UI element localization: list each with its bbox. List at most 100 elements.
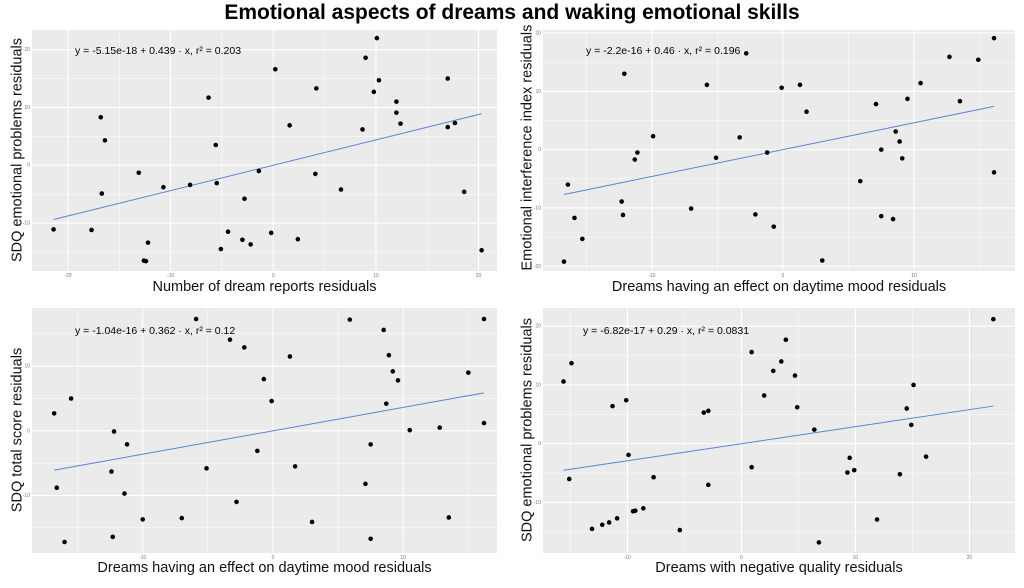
y-tick-label: -10	[23, 221, 30, 227]
data-point	[398, 121, 403, 126]
regression-line	[563, 105, 995, 195]
data-point	[368, 442, 373, 447]
data-point	[213, 142, 219, 148]
data-point	[481, 420, 487, 426]
x-tick-label: 0	[782, 273, 785, 279]
data-point	[878, 147, 884, 152]
data-point	[68, 396, 74, 401]
data-point	[394, 99, 399, 104]
regression-equation: y = -5.15e-18 + 0.439 · x, r² = 0.203	[75, 45, 242, 57]
data-point	[704, 82, 710, 88]
data-point	[677, 527, 683, 533]
y-axis-label: Emotional interference index residuals	[519, 24, 535, 270]
data-point	[873, 101, 879, 107]
y-tick-label: -10	[534, 500, 541, 506]
x-tick-label: 10	[373, 273, 379, 279]
data-point	[761, 393, 767, 398]
data-point	[193, 316, 199, 322]
data-point	[819, 258, 825, 263]
data-point	[218, 246, 224, 252]
data-point	[295, 236, 301, 242]
data-point	[890, 216, 896, 222]
x-tick-label: 20	[967, 555, 973, 561]
plot-area: -10 0 10 -20 -10 0 10 20	[534, 30, 1015, 279]
data-point	[143, 258, 149, 264]
data-point	[633, 508, 638, 513]
data-point	[626, 452, 631, 458]
data-point	[923, 454, 929, 459]
data-point	[905, 96, 910, 102]
data-point	[445, 76, 451, 81]
data-point	[161, 184, 166, 190]
data-point	[145, 240, 151, 245]
data-point	[606, 520, 612, 525]
data-point	[918, 80, 923, 86]
x-axis-label: Dreams having an effect on daytime mood …	[97, 560, 432, 576]
plot-background	[543, 308, 1015, 553]
figure-title: Emotional aspects of dreams and waking e…	[224, 1, 800, 24]
data-point	[897, 139, 902, 144]
y-axis-label: SDQ emotional problems residuals	[9, 37, 25, 262]
data-point	[561, 259, 567, 264]
x-tick-label: -20	[64, 273, 71, 279]
data-point	[991, 170, 997, 175]
y-tick-label: -10	[534, 205, 541, 211]
data-point	[771, 224, 777, 229]
y-tick-label: 20	[535, 30, 541, 36]
data-point	[908, 422, 914, 428]
data-point	[452, 120, 458, 126]
data-point	[851, 467, 857, 473]
data-point	[688, 206, 694, 211]
data-point	[99, 191, 105, 196]
data-point	[122, 491, 127, 496]
data-point	[110, 534, 116, 540]
data-point	[466, 370, 471, 375]
data-point	[794, 404, 800, 410]
data-point	[899, 156, 905, 161]
data-point	[363, 481, 368, 487]
data-point	[619, 199, 624, 204]
data-point	[610, 403, 615, 409]
data-point	[797, 82, 803, 88]
data-point	[363, 55, 368, 61]
data-point	[394, 110, 399, 115]
data-point	[701, 410, 707, 415]
data-point	[437, 425, 442, 430]
y-axis-label: SDQ total score residuals	[9, 347, 25, 512]
data-point	[272, 66, 278, 72]
regression-line	[53, 113, 482, 221]
x-tick-label: 10	[911, 273, 917, 279]
data-point	[386, 352, 392, 358]
data-point	[261, 376, 267, 382]
x-tick-label: -10	[624, 555, 631, 561]
data-point	[572, 215, 577, 221]
data-point	[445, 124, 451, 130]
data-point	[845, 470, 850, 475]
data-point	[565, 182, 571, 187]
data-point	[187, 182, 193, 188]
x-tick-label: -10	[167, 273, 174, 279]
x-axis-label: Dreams with negative quality residuals	[655, 560, 903, 576]
data-point	[706, 408, 711, 414]
data-point	[179, 515, 185, 521]
y-tick-label: 0	[27, 163, 30, 169]
regression-equation: y = -6.82e-17 + 0.29 · x, r² = 0.0831	[583, 325, 750, 337]
data-point	[566, 476, 572, 482]
data-point	[778, 359, 784, 364]
data-point	[897, 471, 903, 477]
data-point	[446, 515, 452, 520]
data-point	[256, 168, 262, 174]
data-point	[904, 406, 909, 411]
regression-equation: y = -2.2e-16 + 0.46 · x, r² = 0.196	[586, 45, 741, 57]
data-point	[706, 482, 711, 488]
y-tick-label: 10	[535, 382, 541, 388]
data-point	[98, 114, 104, 120]
data-point	[991, 316, 996, 322]
data-point	[614, 516, 620, 521]
data-point	[234, 499, 239, 505]
data-point	[395, 378, 401, 383]
x-tick-label: 0	[272, 273, 275, 279]
data-point	[287, 354, 293, 359]
data-point	[371, 89, 377, 95]
data-point	[309, 519, 315, 525]
